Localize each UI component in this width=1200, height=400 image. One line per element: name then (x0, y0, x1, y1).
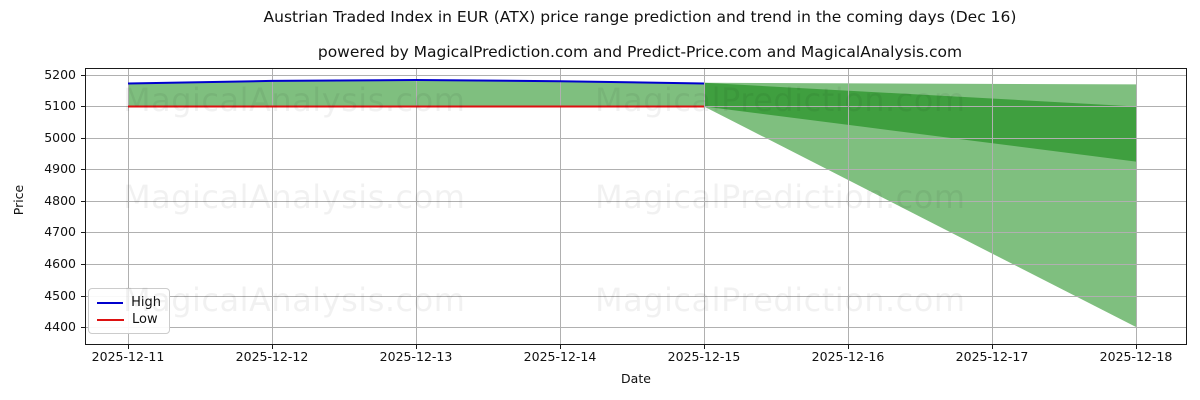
watermark-text: MagicalPrediction.com (595, 281, 966, 319)
x-tick-label: 2025-12-15 (667, 349, 741, 364)
y-tick-label: 4600 (44, 256, 76, 271)
legend-item-low: Low (97, 311, 161, 328)
low-line-swatch (97, 318, 124, 321)
x-tick-label: 2025-12-13 (379, 349, 453, 364)
legend-item-high: High (97, 294, 161, 311)
high-line-swatch (97, 301, 124, 304)
watermark-text: MagicalPrediction.com (595, 178, 966, 216)
y-tick-label: 4500 (44, 288, 76, 303)
x-tick-label: 2025-12-18 (1099, 349, 1173, 364)
y-tick-label: 4700 (44, 224, 76, 239)
y-tick-label: 5100 (44, 98, 76, 113)
legend: High Low (88, 288, 170, 334)
x-tick-label: 2025-12-14 (523, 349, 597, 364)
x-tick-label: 2025-12-17 (955, 349, 1029, 364)
high-projection-band (704, 82, 1136, 162)
x-tick-label: 2025-12-16 (811, 349, 885, 364)
watermark-text: MagicalAnalysis.com (123, 178, 466, 216)
plot-spines (85, 68, 1187, 345)
x-tick-label: 2025-12-12 (235, 349, 309, 364)
y-tick-label: 5200 (44, 67, 76, 82)
y-tick-label: 4400 (44, 319, 76, 334)
chart-subtitle: powered by MagicalPrediction.com and Pre… (317, 43, 963, 61)
watermark-text: MagicalAnalysis.com (123, 81, 466, 119)
y-tick-label: 5000 (44, 130, 76, 145)
y-tick-label: 4800 (44, 193, 76, 208)
watermark-text: MagicalAnalysis.com (123, 281, 466, 319)
legend-label-low: Low (132, 312, 158, 327)
x-axis-label: Date (621, 371, 651, 386)
low-projection-band (704, 82, 1136, 328)
legend-label-high: High (131, 295, 161, 310)
chart-title: Austrian Traded Index in EUR (ATX) price… (263, 8, 1017, 26)
watermark-text: MagicalPrediction.com (595, 81, 966, 119)
history-range-band (128, 79, 704, 107)
y-tick-label: 4900 (44, 161, 76, 176)
high-line (127, 78, 705, 85)
x-tick-label: 2025-12-11 (91, 349, 165, 364)
